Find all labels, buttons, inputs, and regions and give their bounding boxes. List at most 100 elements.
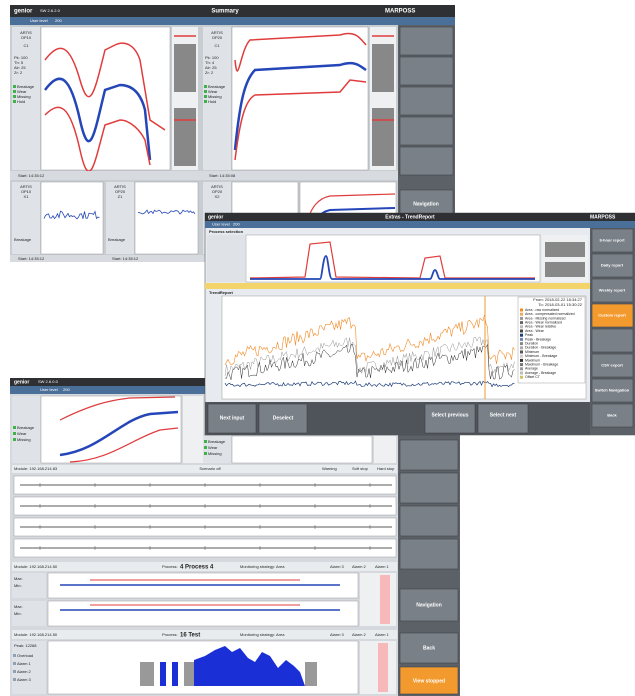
sidebar-button[interactable] (399, 116, 454, 146)
legend: Alarm 2 (352, 632, 367, 637)
signal (59, 410, 179, 457)
alarm-led (204, 85, 207, 88)
summary-window: genior SW 2.6.2.0 Summary MARPOSS User l… (10, 5, 455, 262)
button-label: Switch Navigation (595, 388, 630, 393)
alarm: Hold (208, 99, 216, 104)
sidebar-button[interactable] (591, 253, 634, 278)
sidebar-button[interactable] (591, 378, 634, 403)
info-box (12, 641, 46, 694)
alarm: Missing (208, 451, 222, 456)
button-label: Custom report (598, 313, 626, 318)
timeline-tracks (13, 475, 397, 558)
window-title: Extras - TrendReport (385, 214, 435, 220)
legend-swatch (520, 333, 523, 337)
sidebar-button[interactable] (399, 439, 459, 471)
signal (44, 77, 152, 161)
legend-label: Peak - Breakage (525, 337, 551, 341)
alarm: Breakage (14, 237, 32, 242)
plot-area (231, 435, 373, 464)
bottom-button[interactable] (477, 403, 529, 434)
sidebar-button[interactable] (399, 538, 459, 570)
alarm: Breakage (208, 84, 226, 89)
bar-history (174, 108, 196, 166)
stat: Pk: 100 (205, 55, 219, 60)
tool: ARTIS (20, 184, 32, 189)
sidebar-button[interactable] (399, 86, 454, 116)
trend-trace (224, 314, 515, 366)
status: Start: 14:35:08 (209, 173, 236, 178)
legend-label: Area - raw normalized (525, 308, 559, 312)
alarm-led (13, 654, 16, 657)
user-level: User level (212, 222, 230, 227)
sidebar-button[interactable] (399, 472, 459, 504)
plot-area (134, 181, 199, 255)
op: OP20 (212, 189, 223, 194)
sidebar-button[interactable] (591, 353, 634, 378)
signal-area (194, 646, 305, 686)
sidebar-button[interactable] (399, 146, 454, 176)
bottom-button[interactable] (424, 403, 476, 434)
sidebar-button[interactable] (591, 403, 634, 428)
tool: ARTIS (211, 30, 223, 35)
op: OP10 (21, 35, 32, 40)
upper-limit (249, 241, 535, 279)
legend: Hard stop (377, 466, 395, 471)
company: MARPOSS (385, 9, 415, 15)
alarm-band (380, 575, 390, 624)
alarm-led (204, 452, 207, 455)
status: Start: 14:35:12 (112, 256, 139, 261)
stat: Th: 5 (14, 60, 24, 65)
row-label: Min: (14, 611, 22, 616)
tool: ARTIS (211, 184, 223, 189)
bottom-button[interactable] (207, 403, 257, 434)
stat: Alr: 25 (205, 65, 217, 70)
sidebar-button[interactable] (399, 588, 459, 622)
legend-swatch (520, 325, 523, 329)
lower-limit (234, 79, 367, 161)
process: 16 Test (180, 633, 200, 639)
sidebar-button[interactable] (399, 505, 459, 537)
trend-trace (224, 336, 515, 377)
op: OP20 (212, 35, 223, 40)
sidebar-button[interactable] (591, 278, 634, 303)
legend-swatch (520, 350, 523, 354)
alarm-led (204, 446, 207, 449)
sidebar-button[interactable] (591, 328, 634, 353)
alarm: Wear (17, 431, 27, 436)
row-label: Max: (14, 604, 23, 609)
button-label: Select next (490, 412, 517, 418)
sidebar-button[interactable] (399, 56, 454, 86)
window-title: Summary (211, 9, 239, 15)
bar-panel (360, 573, 396, 626)
sidebar-button[interactable] (399, 632, 459, 664)
user-bar (205, 221, 635, 228)
row-label: Min: (14, 583, 22, 588)
button-label: View stopped (413, 678, 445, 684)
status: Start: 14:35:12 (18, 256, 45, 261)
bottom-button[interactable] (258, 403, 308, 434)
channel: X1 (24, 194, 30, 199)
legend: Alarm 3 (330, 564, 345, 569)
sidebar-button[interactable] (399, 666, 459, 695)
legend-label: Peak (525, 333, 533, 337)
legend-swatch (520, 363, 523, 367)
sidebar-button[interactable] (399, 26, 454, 56)
sidebar-button[interactable] (591, 228, 634, 253)
alarm-led (204, 95, 207, 98)
brand: genior (14, 379, 29, 385)
sidebar-button[interactable] (591, 303, 634, 328)
row-label: Max: (14, 576, 23, 581)
channel: Z1 (118, 194, 123, 199)
trend-trace (137, 209, 196, 215)
button-label: 8-hour report (599, 238, 625, 243)
process-window: genior SW 2.6.0.0 User level 200 Navigat… (10, 378, 460, 696)
alarm-led (13, 90, 16, 93)
legend-label: Duration (525, 342, 538, 346)
strategy: Monitoring strategy: Area (240, 564, 285, 569)
button-label: Back (423, 645, 435, 651)
legend: Alarm 3 (330, 632, 345, 637)
bar-history (545, 262, 585, 277)
button-label: Deselect (273, 415, 294, 421)
alarm-led (13, 426, 16, 429)
